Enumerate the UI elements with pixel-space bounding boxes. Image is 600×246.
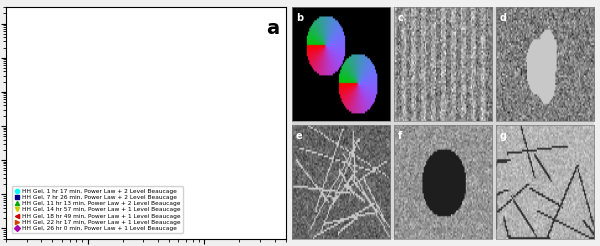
Legend: HH Gel, 1 hr 17 min, Power Law + 2 Level Beaucage, HH Gel, 7 hr 26 min, Power La: HH Gel, 1 hr 17 min, Power Law + 2 Level… — [12, 186, 182, 233]
Text: g: g — [500, 131, 507, 141]
Text: a: a — [266, 19, 280, 38]
Text: f: f — [398, 131, 402, 141]
Text: c: c — [398, 13, 403, 23]
Text: d: d — [500, 13, 507, 23]
Text: b: b — [296, 13, 303, 23]
Text: e: e — [296, 131, 302, 141]
